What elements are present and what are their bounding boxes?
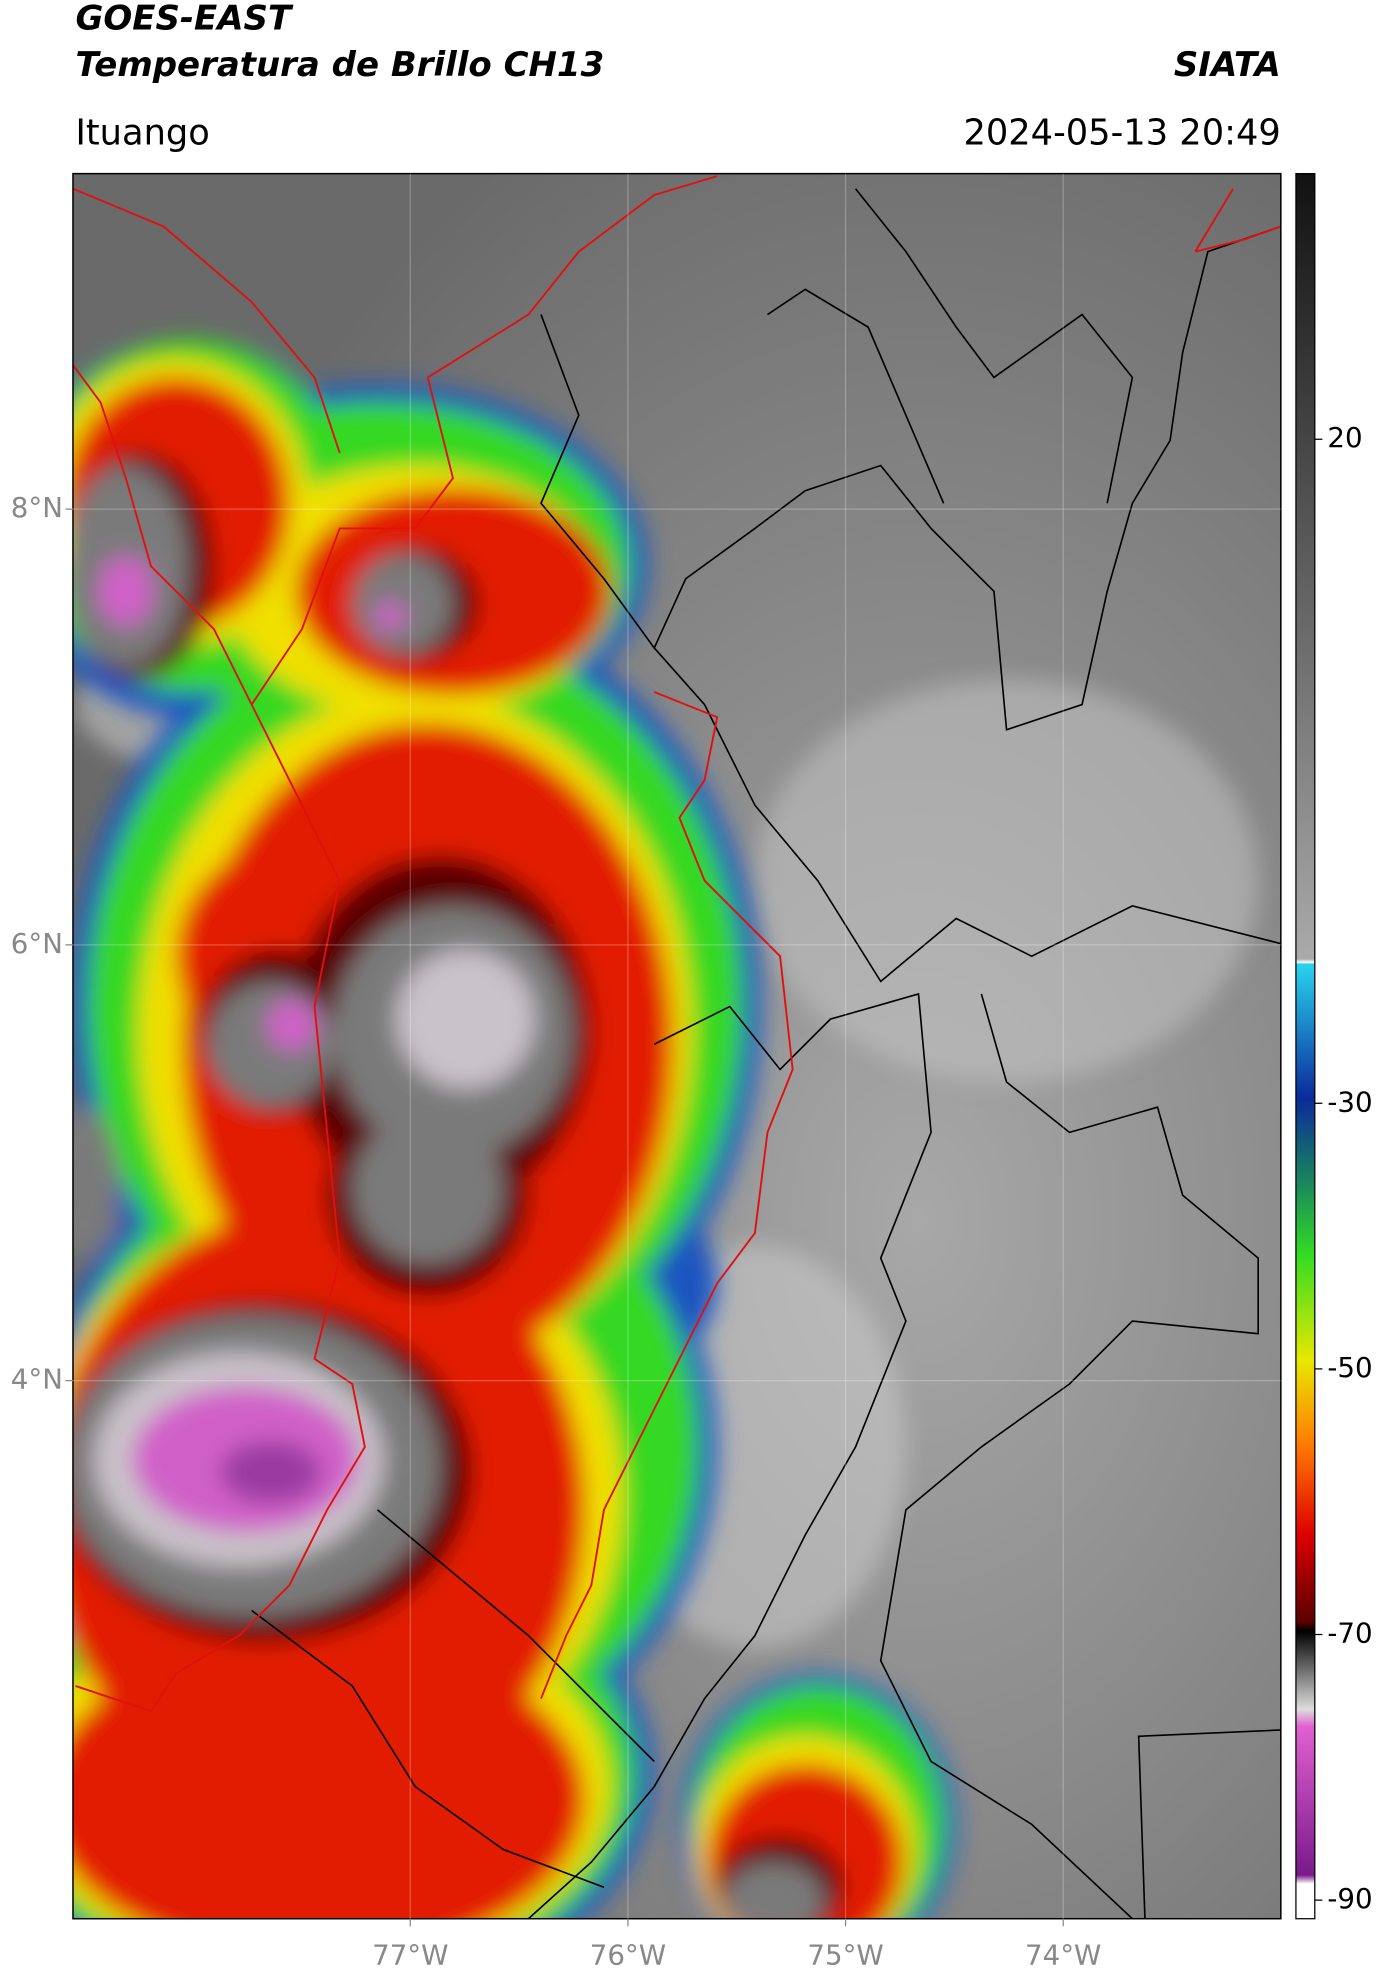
cloud [266, 1000, 318, 1051]
colorbar-tick-label: -30 [1327, 1085, 1372, 1118]
cloud [396, 949, 535, 1089]
y-tick-label: 8°N [11, 491, 63, 524]
y-tick-label: 6°N [11, 927, 63, 960]
cloud [207, 981, 334, 1108]
title: GOES-EAST [75, 0, 293, 39]
colorbar-tick-label: 20 [1327, 421, 1362, 454]
map-frame [72, 172, 1282, 1920]
cloud [72, 1635, 585, 1919]
cloud [220, 1440, 321, 1504]
datetime: 2024-05-13 20:49 [963, 113, 1280, 154]
location: Ituango [75, 113, 209, 154]
cloud [374, 601, 406, 632]
cloud [352, 553, 453, 655]
x-tick-label: 74°W [1025, 1938, 1101, 1971]
cloud [723, 1862, 825, 1919]
colorbar [1295, 172, 1316, 1920]
cloud [72, 1107, 120, 1259]
x-tick-label: 76°W [590, 1938, 666, 1971]
cloud [352, 1113, 504, 1265]
subtitle: Temperatura de Brillo CH13 [75, 45, 604, 85]
colorbar-tick-label: -90 [1327, 1882, 1372, 1915]
colorbar-tick-label: -50 [1327, 1351, 1372, 1384]
y-tick-label: 4°N [11, 1363, 63, 1396]
satellite-image [72, 173, 1281, 1919]
x-tick-label: 77°W [372, 1938, 448, 1971]
x-tick-label: 75°W [807, 1938, 883, 1971]
cloud [98, 556, 154, 627]
brand: SIATA [1174, 45, 1281, 85]
colorbar-tick-label: -70 [1327, 1617, 1372, 1650]
